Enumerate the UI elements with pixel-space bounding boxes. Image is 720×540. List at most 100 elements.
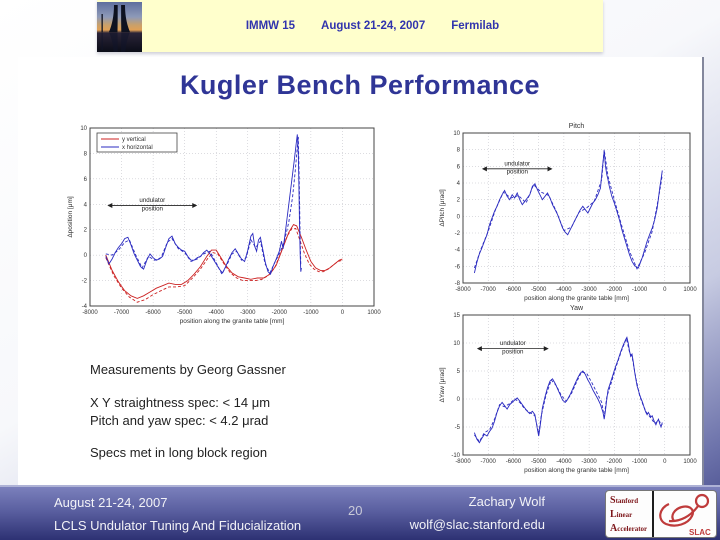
svg-text:10: 10 bbox=[453, 131, 460, 137]
slac-word-stanford: Stanford bbox=[610, 495, 639, 506]
note-pitch-yaw-spec: Pitch and yaw spec: < 4.2 μrad bbox=[90, 413, 269, 428]
svg-text:-4: -4 bbox=[455, 248, 461, 254]
svg-text:0: 0 bbox=[663, 287, 667, 293]
svg-text:-4000: -4000 bbox=[209, 310, 225, 316]
svg-text:-5000: -5000 bbox=[177, 310, 193, 316]
annotation-text: undulator bbox=[504, 160, 530, 167]
footer-author: Zachary Wolf bbox=[468, 494, 545, 509]
page-number: 20 bbox=[348, 503, 363, 518]
y-axis-label: Δposition [μm] bbox=[67, 196, 74, 238]
series-pitch-return bbox=[473, 149, 663, 270]
svg-text:-8: -8 bbox=[455, 281, 461, 287]
svg-text:-5: -5 bbox=[455, 425, 461, 431]
svg-text:0: 0 bbox=[341, 310, 345, 316]
slac-logo-words: Stanford Linear Accelerator Center bbox=[606, 491, 652, 537]
x-axis-label: position along the granite table [mm] bbox=[180, 318, 285, 325]
legend-label: y vertical bbox=[122, 137, 146, 143]
annotation-text: position bbox=[507, 169, 529, 176]
svg-text:-1000: -1000 bbox=[303, 310, 319, 316]
svg-text:-3000: -3000 bbox=[581, 459, 597, 465]
header-band bbox=[97, 0, 603, 52]
y-axis-label: ΔYaw [μrad] bbox=[439, 367, 446, 402]
svg-text:-2: -2 bbox=[82, 279, 88, 285]
fermilab-photo bbox=[97, 2, 142, 52]
svg-text:-2000: -2000 bbox=[607, 287, 623, 293]
svg-text:0: 0 bbox=[457, 214, 461, 220]
series-y-vertical bbox=[105, 224, 343, 299]
svg-text:-4000: -4000 bbox=[556, 459, 572, 465]
svg-text:2: 2 bbox=[457, 198, 461, 204]
svg-text:0: 0 bbox=[84, 253, 88, 259]
annotation-text: position bbox=[142, 205, 164, 212]
svg-text:-6: -6 bbox=[455, 264, 461, 270]
page-title: Kugler Bench Performance bbox=[179, 70, 541, 100]
yaw-chart: -8000 -7000 -6000 -5000 -4000 -3000 -2000 -1000… bbox=[436, 300, 704, 490]
straightness-chart: -8000 -7000 -6000 -5000 -4000 -3000 -2000 -1000… bbox=[64, 118, 384, 345]
svg-text:6: 6 bbox=[457, 164, 461, 170]
svg-text:-4: -4 bbox=[82, 304, 88, 310]
svg-text:0: 0 bbox=[663, 459, 667, 465]
footer-event: LCLS Undulator Tuning And Fiducializatio… bbox=[54, 518, 302, 533]
chart-svg: -8000 -7000 -6000 -5000 -4000 -3000 -2000 -1000… bbox=[439, 123, 697, 302]
svg-text:10: 10 bbox=[80, 126, 87, 132]
series-x-horizontal bbox=[105, 134, 302, 276]
svg-text:-8000: -8000 bbox=[82, 310, 98, 316]
series-y-vertical-return bbox=[105, 227, 343, 303]
svg-text:-5000: -5000 bbox=[531, 287, 547, 293]
svg-text:10: 10 bbox=[453, 341, 460, 347]
svg-text:-2000: -2000 bbox=[607, 459, 623, 465]
note-measurements: Measurements by Georg Gassner bbox=[90, 362, 286, 377]
chart-title: Yaw bbox=[570, 305, 584, 312]
header-title: IMMW 15 August 21-24, 2007 Fermilab bbox=[142, 0, 603, 52]
slac-word-accelerator: Accelerator bbox=[610, 523, 648, 535]
svg-text:-6000: -6000 bbox=[145, 310, 161, 316]
svg-text:-7000: -7000 bbox=[114, 310, 130, 316]
x-axis-label: position along the granite table [mm] bbox=[524, 295, 629, 302]
footer-band: August 21-24, 2007 LCLS Undulator Tuning… bbox=[0, 485, 720, 540]
note-specs-met: Specs met in long block region bbox=[90, 445, 268, 460]
y-axis-label: ΔPitch [μrad] bbox=[439, 189, 446, 227]
header-location: Fermilab bbox=[451, 20, 500, 32]
svg-text:4: 4 bbox=[457, 181, 461, 187]
slac-word-linear: Linear bbox=[610, 509, 633, 521]
svg-text:-3000: -3000 bbox=[581, 287, 597, 293]
svg-text:0: 0 bbox=[457, 397, 461, 403]
svg-text:8: 8 bbox=[457, 148, 461, 154]
svg-text:2: 2 bbox=[84, 228, 88, 234]
svg-text:-8000: -8000 bbox=[455, 287, 471, 293]
svg-text:5: 5 bbox=[457, 369, 461, 375]
header-conference: IMMW 15 bbox=[245, 20, 296, 32]
svg-text:-2: -2 bbox=[455, 231, 461, 237]
svg-text:-10: -10 bbox=[451, 453, 460, 459]
header-dates: August 21-24, 2007 bbox=[321, 20, 426, 32]
annotation-text: undulator bbox=[500, 340, 526, 347]
svg-text:-7000: -7000 bbox=[481, 287, 497, 293]
slac-word-center: Center bbox=[610, 537, 652, 538]
svg-text:-6000: -6000 bbox=[506, 287, 522, 293]
slac-logo: Stanford Linear Accelerator Center SLAC bbox=[605, 490, 717, 538]
svg-text:-7000: -7000 bbox=[481, 459, 497, 465]
wilson-hall-silhouette-icon bbox=[101, 5, 130, 52]
svg-text:-8000: -8000 bbox=[455, 459, 471, 465]
svg-text:4: 4 bbox=[84, 202, 88, 208]
svg-text:6: 6 bbox=[84, 177, 88, 183]
svg-text:1000: 1000 bbox=[683, 287, 697, 293]
annotation-text: undulator bbox=[139, 197, 165, 204]
svg-text:8: 8 bbox=[84, 151, 88, 157]
annotation-text: position bbox=[502, 348, 524, 355]
notes-block: Measurements by Georg Gassner X Y straig… bbox=[90, 362, 286, 460]
slac-logo-divider bbox=[652, 491, 654, 537]
chart-title: Pitch bbox=[569, 123, 585, 130]
svg-text:-1000: -1000 bbox=[632, 287, 648, 293]
svg-text:1000: 1000 bbox=[367, 310, 381, 316]
svg-text:15: 15 bbox=[453, 313, 460, 319]
note-xy-spec: X Y straightness spec: < 14 μm bbox=[90, 395, 271, 410]
slac-logo-acronym: SLAC bbox=[689, 528, 711, 537]
svg-text:-1000: -1000 bbox=[632, 459, 648, 465]
svg-text:-4000: -4000 bbox=[556, 287, 572, 293]
chart-svg: -8000 -7000 -6000 -5000 -4000 -3000 -2000 -1000… bbox=[439, 305, 697, 474]
svg-text:1000: 1000 bbox=[683, 459, 697, 465]
chart-svg: -8000 -7000 -6000 -5000 -4000 -3000 -2000 -1000… bbox=[67, 126, 381, 325]
footer-date: August 21-24, 2007 bbox=[54, 495, 168, 510]
